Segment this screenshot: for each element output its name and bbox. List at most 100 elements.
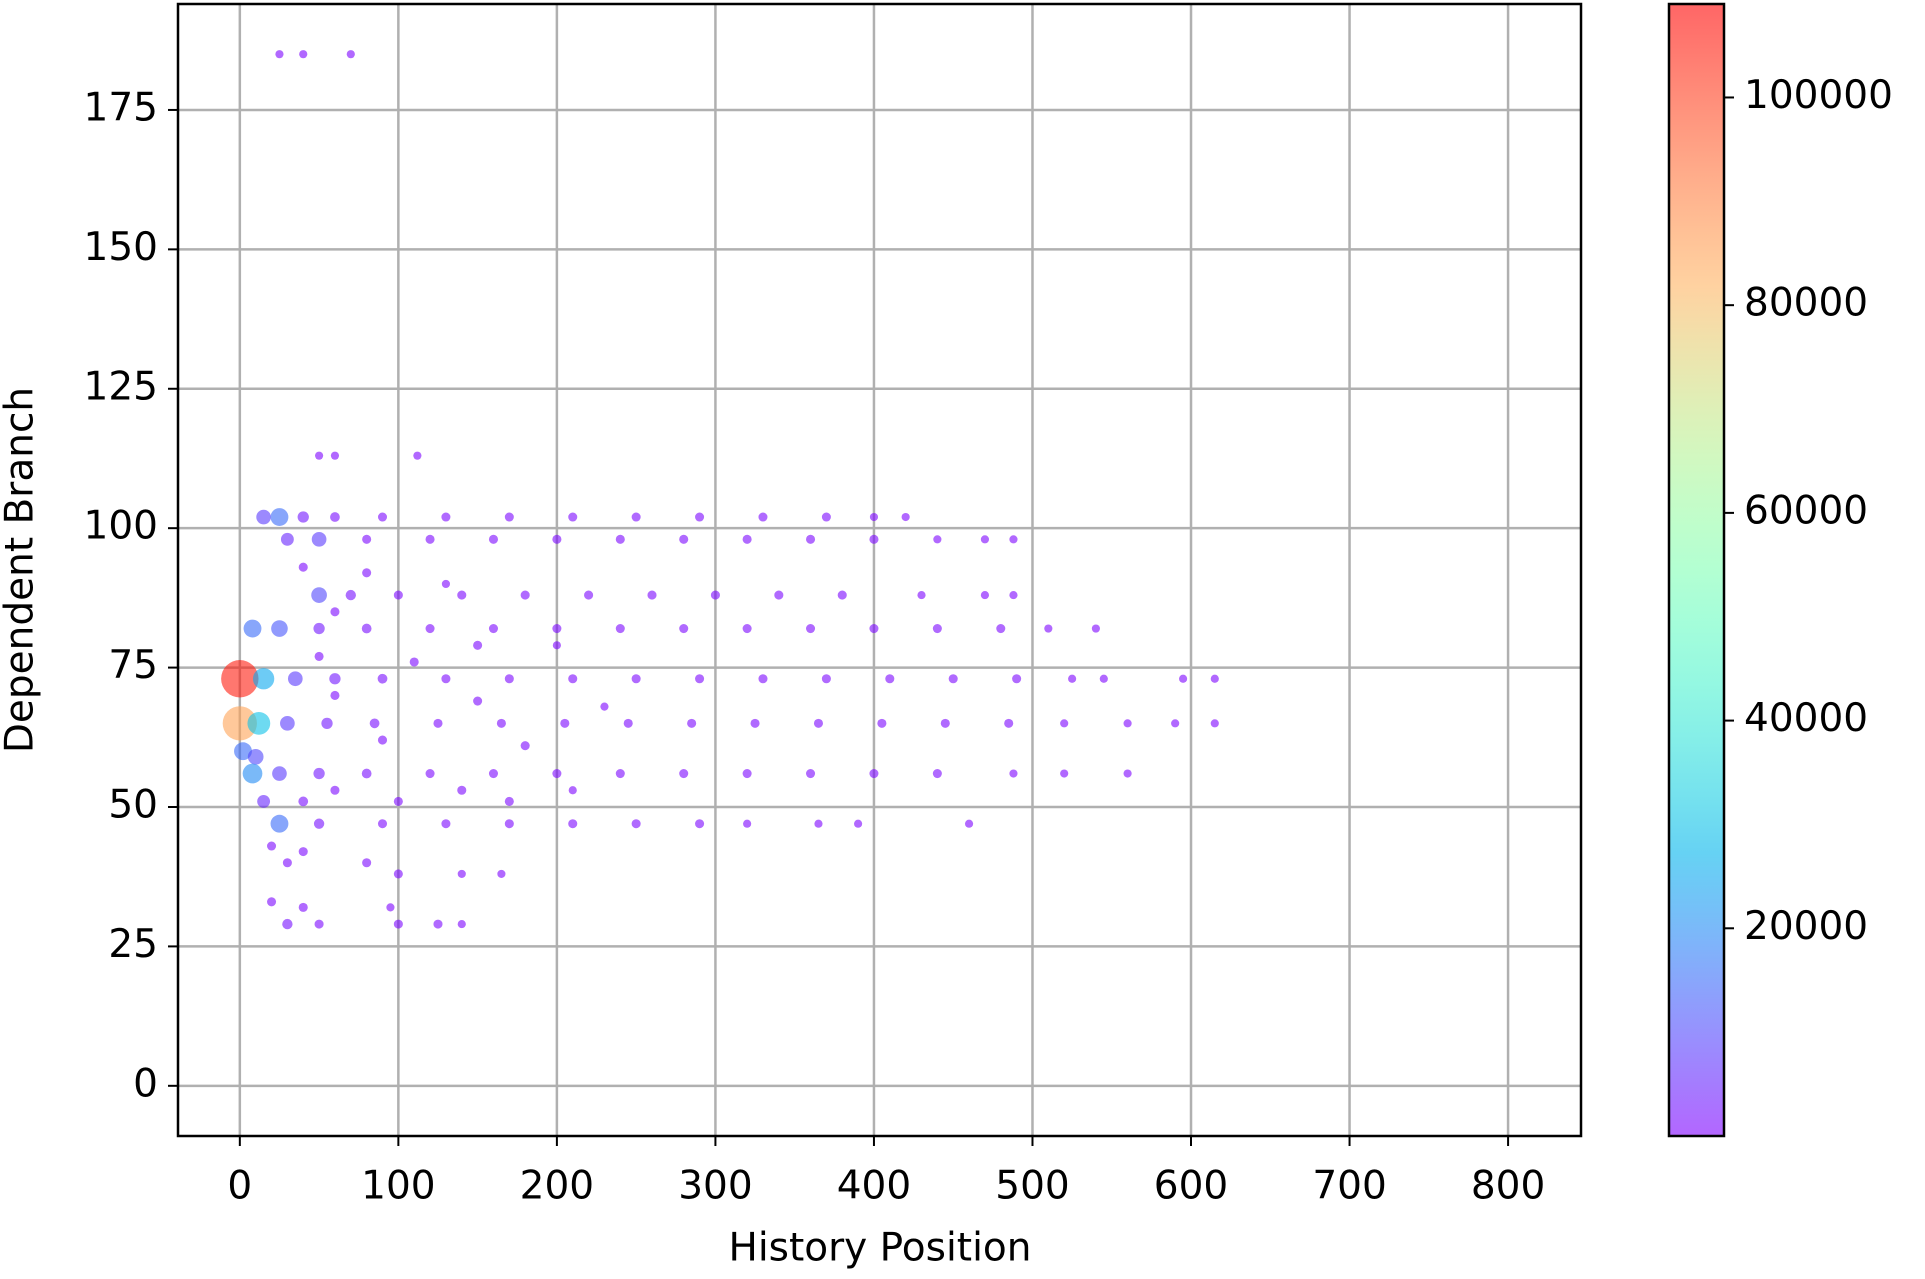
point <box>362 568 372 578</box>
point <box>297 511 309 523</box>
point <box>271 620 288 637</box>
point <box>441 819 451 829</box>
colorbar-tick-label: 100000 <box>1744 73 1893 118</box>
point <box>457 785 467 795</box>
point <box>488 624 499 634</box>
x-tick-label: 200 <box>520 1164 594 1209</box>
point <box>1210 719 1219 728</box>
y-tick-label: 100 <box>84 504 158 549</box>
point <box>695 674 705 684</box>
point <box>313 622 325 635</box>
y-tick-label: 0 <box>133 1061 158 1106</box>
point <box>631 512 641 522</box>
plot-frame <box>176 2 1583 1138</box>
point <box>425 534 435 544</box>
point <box>425 769 435 779</box>
point <box>433 718 443 728</box>
point <box>1210 674 1219 683</box>
x-tick-label: 400 <box>837 1164 911 1209</box>
point <box>758 674 768 684</box>
point <box>473 696 483 706</box>
point <box>552 534 562 544</box>
point <box>837 590 847 600</box>
point <box>1009 591 1018 600</box>
point <box>377 735 388 745</box>
point <box>615 769 625 779</box>
point <box>877 718 887 728</box>
colorbar <box>1667 2 1726 1138</box>
point <box>311 531 327 547</box>
point <box>679 534 689 544</box>
y-tick-label: 50 <box>108 782 158 827</box>
point <box>813 718 823 728</box>
point <box>433 919 443 929</box>
point <box>623 718 633 728</box>
point <box>932 624 942 634</box>
point <box>497 869 506 878</box>
point <box>386 903 395 912</box>
colorbar-tick-label: 60000 <box>1744 488 1868 533</box>
point <box>568 512 578 522</box>
point <box>393 919 403 929</box>
point <box>940 718 950 728</box>
point <box>298 902 308 912</box>
point <box>345 589 356 601</box>
point <box>964 819 974 828</box>
point <box>267 897 277 907</box>
point <box>869 769 879 779</box>
point <box>504 796 514 806</box>
point <box>413 451 422 460</box>
x-axis-label: History Position <box>729 1226 1032 1271</box>
colorbar-tick-label: 80000 <box>1744 281 1868 326</box>
point <box>917 591 926 600</box>
point <box>758 512 768 522</box>
point <box>615 624 625 634</box>
point <box>552 624 562 634</box>
point <box>695 819 705 829</box>
point <box>980 591 990 600</box>
point <box>393 796 403 806</box>
y-tick-label: 125 <box>84 364 158 409</box>
x-tick-label: 700 <box>1312 1164 1386 1209</box>
point <box>695 512 705 522</box>
y-tick-label: 175 <box>84 85 158 130</box>
point <box>742 769 752 779</box>
point <box>869 512 879 522</box>
point <box>750 718 760 728</box>
point <box>1123 719 1132 728</box>
point <box>932 769 942 779</box>
point <box>299 50 308 59</box>
point <box>298 796 309 807</box>
point <box>298 562 308 572</box>
point <box>520 590 530 600</box>
point <box>1179 674 1188 683</box>
point <box>441 674 451 684</box>
point <box>221 660 259 698</box>
point <box>1171 719 1180 728</box>
point <box>560 718 570 728</box>
point <box>869 534 879 544</box>
point <box>869 624 879 634</box>
x-tick-label: 600 <box>1154 1164 1228 1209</box>
point <box>256 509 271 525</box>
point <box>885 674 895 684</box>
point <box>821 512 831 522</box>
point <box>742 534 752 544</box>
point <box>242 763 263 784</box>
point <box>901 512 910 522</box>
point <box>362 858 372 868</box>
point <box>361 768 372 779</box>
point <box>600 702 609 711</box>
point <box>441 579 451 589</box>
point <box>247 711 271 735</box>
point <box>314 651 324 661</box>
point <box>330 690 340 701</box>
point <box>520 741 530 751</box>
point <box>568 674 578 684</box>
y-tick-label: 150 <box>84 225 158 270</box>
point <box>631 674 641 684</box>
point <box>280 716 295 731</box>
colorbar-tick-label: 20000 <box>1744 904 1868 949</box>
point <box>287 671 303 687</box>
y-tick-label: 25 <box>108 922 158 967</box>
